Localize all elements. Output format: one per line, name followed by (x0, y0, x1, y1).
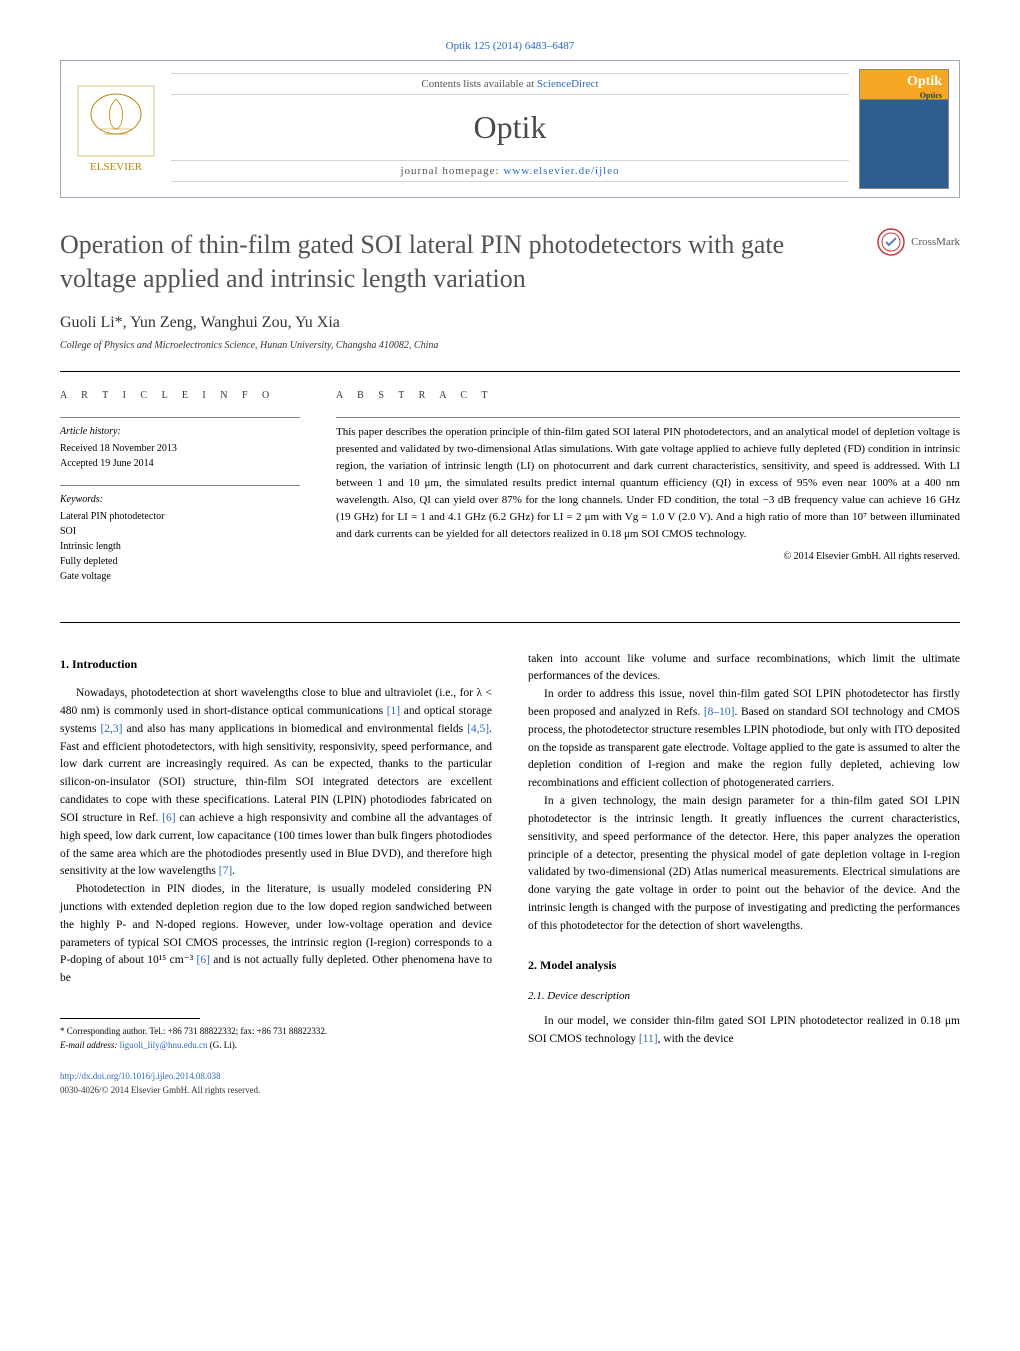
intro-p5: In a given technology, the main design p… (528, 793, 960, 936)
keyword-3: Intrinsic length (60, 539, 300, 554)
contents-available-line: Contents lists available at ScienceDirec… (171, 73, 849, 95)
crossmark-label: CrossMark (911, 236, 960, 248)
intro-heading: 1. Introduction (60, 655, 492, 674)
ref-6b[interactable]: [6] (197, 954, 210, 966)
footnote-tel: * Corresponding author. Tel.: +86 731 88… (60, 1025, 492, 1039)
device-p1: In our model, we consider thin-film gate… (528, 1013, 960, 1049)
intro-p4: In order to address this issue, novel th… (528, 686, 960, 793)
ref-7[interactable]: [7] (219, 865, 232, 877)
model-heading: 2. Model analysis (528, 956, 960, 975)
left-column: 1. Introduction Nowadays, photodetection… (60, 651, 492, 1098)
accepted-line: Accepted 19 June 2014 (60, 456, 300, 471)
article-info-col: A R T I C L E I N F O Article history: R… (60, 390, 300, 598)
footer-links: http://dx.doi.org/10.1016/j.ijleo.2014.0… (60, 1070, 492, 1084)
ref-6a[interactable]: [6] (162, 812, 175, 824)
cover-subtitle: Optics (920, 91, 942, 100)
journal-title: Optik (171, 109, 849, 146)
ref-2-3[interactable]: [2,3] (100, 723, 122, 735)
paper-title: Operation of thin-film gated SOI lateral… (60, 228, 857, 296)
ref-4-5[interactable]: [4,5] (467, 723, 489, 735)
doi-link[interactable]: http://dx.doi.org/10.1016/j.ijleo.2014.0… (60, 1071, 221, 1081)
abstract-text: This paper describes the operation princ… (336, 417, 960, 543)
crossmark-icon (877, 228, 905, 256)
article-info-label: A R T I C L E I N F O (60, 390, 300, 401)
ref-8-10[interactable]: [8–10] (704, 706, 735, 718)
journal-cover-cell: Optik Optics (849, 61, 959, 197)
keyword-5: Gate voltage (60, 569, 300, 584)
crossmark-badge[interactable]: CrossMark (877, 228, 960, 256)
abstract-col: A B S T R A C T This paper describes the… (336, 390, 960, 598)
journal-header: ELSEVIER Contents lists available at Sci… (60, 60, 960, 198)
intro-p1: Nowadays, photodetection at short wavele… (60, 685, 492, 881)
intro-p3: taken into account like volume and surfa… (528, 651, 960, 687)
sciencedirect-link[interactable]: ScienceDirect (537, 78, 599, 90)
title-row: Operation of thin-film gated SOI lateral… (60, 228, 960, 296)
right-column: taken into account like volume and surfa… (528, 651, 960, 1098)
affiliation: College of Physics and Microelectronics … (60, 340, 960, 351)
footnote-email-line: E-mail address: liguoli_lily@hnu.edu.cn … (60, 1039, 492, 1053)
body-columns: 1. Introduction Nowadays, photodetection… (60, 651, 960, 1098)
history-head: Article history: (60, 424, 300, 439)
keyword-2: SOI (60, 524, 300, 539)
abstract-copyright: © 2014 Elsevier GmbH. All rights reserve… (336, 551, 960, 562)
header-center: Contents lists available at ScienceDirec… (171, 61, 849, 197)
footer-issn: 0030-4026/© 2014 Elsevier GmbH. All righ… (60, 1084, 492, 1098)
journal-homepage-link[interactable]: www.elsevier.de/ijleo (503, 165, 619, 177)
article-history-block: Article history: Received 18 November 20… (60, 417, 300, 471)
received-line: Received 18 November 2013 (60, 441, 300, 456)
ref-11[interactable]: [11] (639, 1033, 658, 1045)
abstract-label: A B S T R A C T (336, 390, 960, 401)
authors-line: Guoli Li*, Yun Zeng, Wanghui Zou, Yu Xia (60, 314, 960, 332)
intro-p2: Photodetection in PIN diodes, in the lit… (60, 881, 492, 988)
journal-homepage-line: journal homepage: www.elsevier.de/ijleo (171, 160, 849, 182)
divider-bottom (60, 622, 960, 623)
corresponding-author-footnote: * Corresponding author. Tel.: +86 731 88… (60, 1025, 492, 1052)
journal-cover: Optik Optics (859, 69, 949, 189)
cover-title: Optik (907, 74, 942, 90)
citation-link[interactable]: Optik 125 (2014) 6483–6487 (446, 40, 575, 52)
keywords-head: Keywords: (60, 492, 300, 507)
info-abstract-row: A R T I C L E I N F O Article history: R… (60, 372, 960, 622)
footnote-separator (60, 1018, 200, 1019)
keyword-4: Fully depleted (60, 554, 300, 569)
device-heading: 2.1. Device description (528, 988, 960, 1005)
elsevier-logo: ELSEVIER (76, 84, 156, 174)
header-citation: Optik 125 (2014) 6483–6487 (60, 40, 960, 52)
ref-1[interactable]: [1] (387, 705, 400, 717)
keyword-1: Lateral PIN photodetector (60, 509, 300, 524)
email-link[interactable]: liguoli_lily@hnu.edu.cn (120, 1040, 208, 1050)
keywords-block: Keywords: Lateral PIN photodetector SOI … (60, 485, 300, 584)
publisher-logo-cell: ELSEVIER (61, 61, 171, 197)
svg-text:ELSEVIER: ELSEVIER (90, 161, 143, 173)
